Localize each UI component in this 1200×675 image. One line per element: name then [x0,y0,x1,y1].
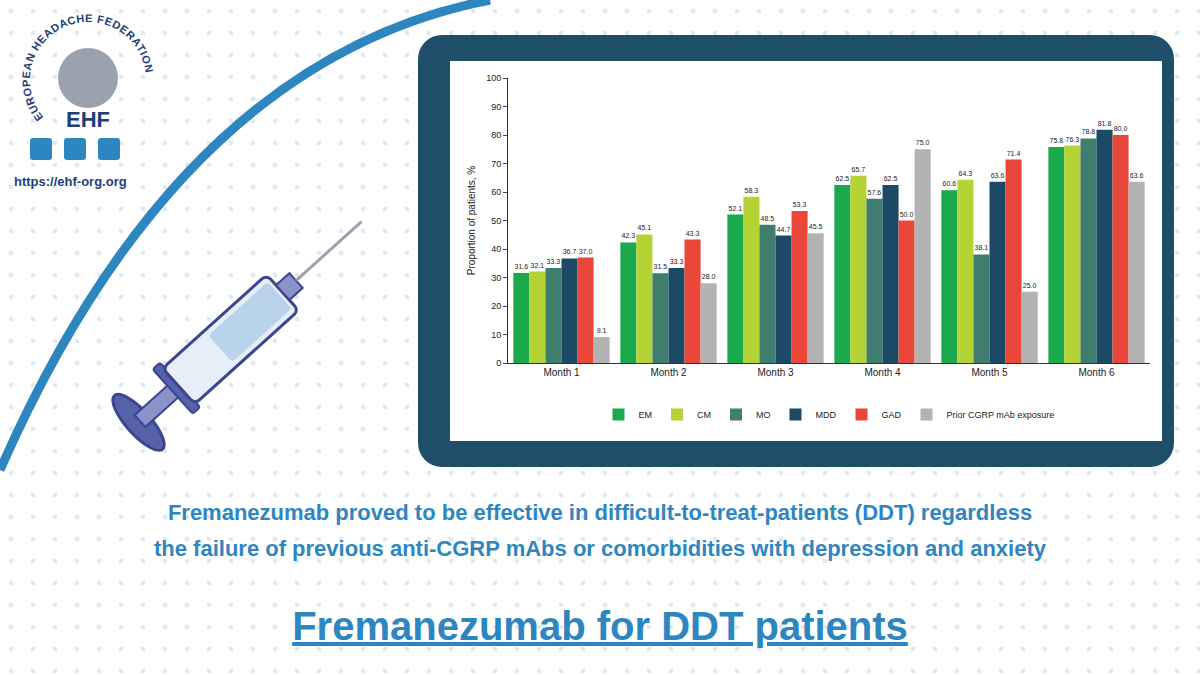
svg-text:28.0: 28.0 [702,273,716,280]
svg-text:42.3: 42.3 [622,232,636,239]
svg-text:65.7: 65.7 [852,166,866,173]
svg-text:Month 4: Month 4 [864,367,901,378]
svg-text:37.0: 37.0 [579,248,593,255]
svg-text:Month 5: Month 5 [971,367,1008,378]
svg-text:63.6: 63.6 [991,172,1005,179]
svg-text:57.6: 57.6 [868,189,882,196]
svg-text:MO: MO [756,410,771,420]
svg-text:50: 50 [491,216,501,226]
svg-text:38.1: 38.1 [975,244,989,251]
svg-text:48.5: 48.5 [761,215,775,222]
svg-text:33.3: 33.3 [547,258,561,265]
svg-text:60.6: 60.6 [943,180,957,187]
svg-text:Prior CGRP mAb exposure: Prior CGRP mAb exposure [947,410,1055,420]
svg-text:90: 90 [491,102,501,112]
svg-text:80: 80 [491,130,501,140]
svg-text:50.0: 50.0 [900,211,914,218]
svg-text:Month 1: Month 1 [543,367,580,378]
svg-text:25.0: 25.0 [1023,282,1037,289]
svg-text:31.6: 31.6 [515,263,529,270]
html-text:the failure of previous anti-C: the failure of previous anti-CGRP mAbs o… [154,536,1046,561]
svg-text:76.3: 76.3 [1066,136,1080,143]
svg-text:43.3: 43.3 [686,230,700,237]
svg-text:45.5: 45.5 [809,223,823,230]
svg-text:36.7: 36.7 [563,248,577,255]
html-text:Fremanezumab proved to be effe: Fremanezumab proved to be effective in d… [167,500,1033,525]
svg-text:Month 3: Month 3 [757,367,794,378]
svg-text:31.5: 31.5 [654,263,668,270]
svg-text:62.5: 62.5 [884,175,898,182]
svg-text:81.8: 81.8 [1098,120,1112,127]
svg-text:78.8: 78.8 [1082,128,1096,135]
svg-text:EUROPEAN HEADACHE FEDERATION: EUROPEAN HEADACHE FEDERATION [19,12,156,124]
svg-text:Month 2: Month 2 [650,367,687,378]
html-text:Fremanezumab for DDT patients: Fremanezumab for DDT patients [292,604,908,648]
svg-text:EM: EM [639,410,653,420]
svg-text:80.0: 80.0 [1114,125,1128,132]
svg-text:44.7: 44.7 [777,226,791,233]
svg-text:CM: CM [697,410,711,420]
svg-text:10: 10 [491,330,501,340]
svg-text:60: 60 [491,187,501,197]
svg-text:9.1: 9.1 [597,327,607,334]
svg-text:MDD: MDD [816,410,837,420]
svg-text:45.1: 45.1 [638,224,652,231]
svg-text:Proportion of patients, %: Proportion of patients, % [466,166,477,276]
svg-text:71.4: 71.4 [1007,150,1021,157]
svg-text:Month 6: Month 6 [1078,367,1115,378]
svg-text:0: 0 [496,358,501,368]
svg-text:75.8: 75.8 [1050,137,1064,144]
svg-text:70: 70 [491,159,501,169]
svg-text:33.3: 33.3 [670,258,684,265]
svg-text:GAD: GAD [881,410,901,420]
svg-text:53.3: 53.3 [793,201,807,208]
svg-text:20: 20 [491,301,501,311]
svg-text:64.3: 64.3 [959,170,973,177]
svg-text:40: 40 [491,244,501,254]
svg-text:EHF: EHF [66,107,110,132]
svg-text:62.5: 62.5 [836,175,850,182]
svg-text:58.3: 58.3 [745,187,759,194]
svg-text:100: 100 [486,73,501,83]
svg-text:32.1: 32.1 [531,262,545,269]
svg-text:52.1: 52.1 [729,205,743,212]
svg-text:63.6: 63.6 [1130,172,1144,179]
svg-text:75.0: 75.0 [916,139,930,146]
svg-text:https://ehf-org.org: https://ehf-org.org [14,174,127,189]
svg-text:30: 30 [491,273,501,283]
